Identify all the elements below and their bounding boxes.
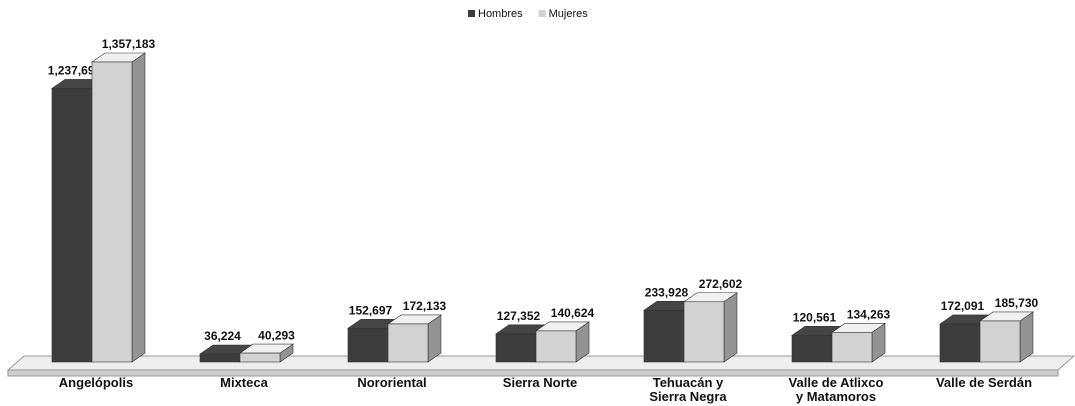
bar bbox=[347, 327, 389, 363]
bar bbox=[495, 333, 537, 363]
floor-edge bbox=[7, 369, 1059, 377]
x-tick-label: Mixteca bbox=[220, 375, 268, 390]
value-label: 172,133 bbox=[403, 299, 447, 313]
value-label: 233,928 bbox=[645, 285, 689, 299]
bar bbox=[387, 323, 429, 363]
value-label: 185,730 bbox=[995, 296, 1039, 310]
value-label: 140,624 bbox=[551, 306, 595, 320]
bar bbox=[683, 301, 725, 363]
value-label: 1,237,695 bbox=[48, 64, 102, 78]
value-label: 272,602 bbox=[699, 277, 743, 291]
value-label: 152,697 bbox=[349, 303, 393, 317]
bar bbox=[643, 309, 685, 363]
x-tick-label: Valle de Atlixco y Matamoros bbox=[788, 375, 884, 404]
value-label: 36,224 bbox=[204, 329, 241, 343]
x-tick-label: Sierra Norte bbox=[502, 375, 578, 390]
value-label: 134,263 bbox=[847, 307, 891, 321]
value-label: 40,293 bbox=[258, 328, 295, 342]
bar bbox=[979, 320, 1021, 363]
bar bbox=[199, 353, 241, 363]
bar bbox=[91, 61, 133, 363]
bar bbox=[939, 323, 981, 363]
x-tick-label: Nororiental bbox=[357, 375, 427, 390]
bar bbox=[535, 330, 577, 363]
value-label: 127,352 bbox=[497, 309, 541, 323]
legend-label: Mujeres bbox=[549, 8, 589, 20]
legend-swatch bbox=[538, 10, 546, 17]
x-tick-label: Valle de Serdán bbox=[935, 375, 1033, 390]
bar bbox=[239, 352, 281, 363]
x-tick-label: Tehuacán y Sierra Negra bbox=[649, 375, 727, 404]
bar bbox=[51, 88, 93, 363]
value-label: 1,357,183 bbox=[102, 37, 156, 51]
bar bbox=[791, 335, 833, 363]
bar-side bbox=[723, 292, 738, 363]
bar-side bbox=[131, 52, 146, 363]
value-label: 172,091 bbox=[941, 299, 985, 313]
x-tick-label: Angelópolis bbox=[58, 375, 134, 390]
legend-label: Hombres bbox=[478, 8, 523, 20]
legend-swatch bbox=[468, 10, 475, 17]
bar bbox=[831, 332, 873, 363]
value-label: 120,561 bbox=[793, 311, 837, 325]
